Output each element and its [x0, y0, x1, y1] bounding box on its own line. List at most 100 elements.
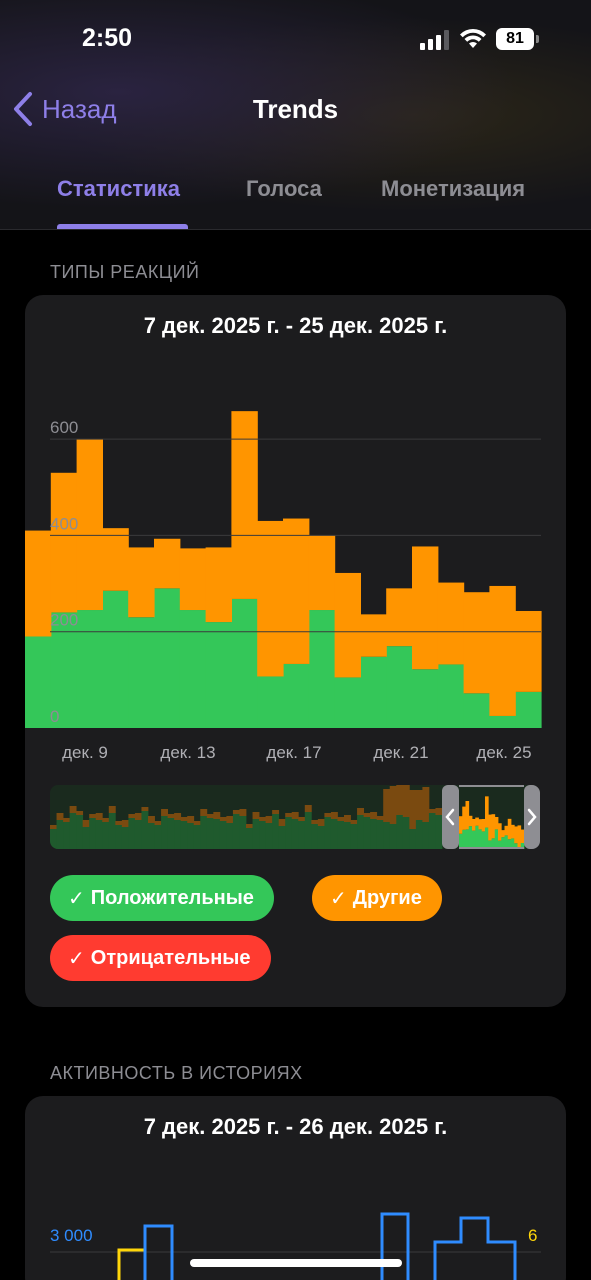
overview-bar-positive — [311, 824, 319, 849]
overview-bar-positive — [161, 816, 168, 849]
overview-bar-positive — [154, 825, 162, 849]
home-indicator — [190, 1259, 402, 1267]
bar-segment-positive — [25, 636, 52, 728]
overview-bar-other — [148, 816, 155, 823]
overview-bar-positive — [370, 819, 378, 849]
bar-segment-other — [76, 439, 103, 611]
tab-monetization[interactable]: Монетизация — [381, 176, 526, 201]
bar-segment-positive — [515, 691, 542, 728]
bar-segment-positive — [489, 715, 516, 728]
overview-bar-other — [337, 817, 345, 821]
bar-segment-positive — [179, 610, 207, 728]
overview-bar-other — [95, 813, 103, 820]
overview-selected-positive — [501, 837, 505, 849]
bar-segment-positive — [437, 664, 465, 728]
tab-statistics[interactable]: Статистика — [57, 176, 180, 201]
overview-bar-positive — [213, 819, 221, 849]
overview-selected-other — [514, 826, 518, 844]
stories-chart — [50, 1212, 541, 1280]
overview-bar-other — [226, 816, 234, 823]
filter-positive[interactable]: ✓ Положительные — [50, 875, 274, 921]
bar-segment-other — [257, 520, 284, 677]
overview-bar-positive — [226, 823, 234, 849]
overview-selected-other — [517, 825, 522, 847]
x-tick-label: дек. 13 — [160, 743, 215, 762]
y-tick-label: 200 — [50, 611, 78, 630]
bar-segment-other — [128, 547, 155, 618]
active-tab-indicator — [57, 224, 188, 229]
section-title-reactions: ТИПЫ РЕАКЦИЙ — [50, 262, 200, 282]
tab-votes[interactable]: Голоса — [246, 176, 322, 201]
overview-bar-positive — [285, 817, 293, 849]
overview-bar-other — [324, 813, 332, 817]
overview-selected-other — [520, 829, 525, 843]
overview-bar-other — [76, 811, 84, 815]
overview-bar-other — [357, 808, 364, 815]
overview-bar-other — [278, 819, 286, 826]
bar-segment-other — [179, 548, 207, 611]
back-button[interactable]: Назад — [12, 90, 117, 128]
overview-bar-positive — [148, 823, 155, 849]
overview-bar-other — [141, 807, 149, 811]
bar-segment-positive — [386, 646, 413, 728]
bar-segment-positive — [102, 590, 129, 728]
overview-selected-positive — [475, 825, 479, 849]
overview-selected-other — [504, 825, 509, 836]
x-tick-label: дек. 17 — [266, 743, 321, 762]
overview-bar-positive — [134, 820, 142, 849]
range-frame-top — [459, 785, 524, 787]
overview-bar-positive — [357, 815, 364, 849]
overview-bar-positive — [200, 816, 208, 849]
chevron-left-icon — [14, 92, 32, 126]
status-time: 2:50 — [82, 24, 133, 52]
bar-segment-other — [154, 538, 181, 589]
checkmark-icon: ✓ — [330, 887, 347, 910]
overview-bar-positive — [180, 821, 188, 849]
range-selector[interactable] — [50, 785, 540, 849]
overview-bar-other — [108, 806, 116, 813]
overview-selected-positive — [485, 827, 489, 849]
bar-segment-positive — [76, 610, 103, 728]
y-tick-label: 400 — [50, 514, 78, 533]
overview-selected-positive — [478, 829, 483, 849]
stories-series-interactions — [143, 1212, 517, 1280]
x-tick-label: дек. 9 — [62, 743, 108, 762]
filter-negative-label: Отрицательные — [90, 946, 251, 969]
overview-bar-other — [389, 786, 397, 824]
filter-negative[interactable]: ✓ Отрицательные — [50, 935, 271, 981]
overview-bar-other — [213, 812, 221, 819]
overview-bar-positive — [383, 822, 391, 849]
checkmark-icon: ✓ — [68, 947, 85, 970]
overview-bar-positive — [363, 817, 371, 849]
overview-bar-other — [376, 816, 384, 820]
overview-bar-other — [304, 805, 312, 812]
wifi-icon — [460, 28, 486, 48]
bar-segment-other — [283, 518, 310, 664]
filter-positive-label: Положительные — [90, 886, 254, 909]
bar-segment-positive — [257, 676, 284, 728]
overview-bar-positive — [76, 815, 84, 849]
bar-segment-other — [489, 585, 516, 716]
bar-segment-other — [205, 547, 232, 623]
page-title: Trends — [252, 94, 339, 124]
overview-bar-other — [102, 818, 110, 822]
y-tick-label: 0 — [50, 707, 59, 726]
overview-bar-other — [422, 787, 430, 822]
reactions-chart[interactable]: 0 200 400 600 дек. 9 дек. 13 дек. 17 дек. 21 дек… — [25, 295, 566, 775]
bar-segment-positive — [308, 610, 336, 728]
overview-bar-other — [89, 814, 97, 818]
overview-bar-other — [272, 810, 280, 814]
overview-bar-other — [246, 824, 253, 828]
tab-bar: Статистика Голоса Монетизация — [0, 176, 591, 230]
overview-bar-other — [298, 817, 306, 821]
range-handle-left — [442, 785, 459, 849]
overview-bar-other — [128, 814, 136, 818]
bar-segment-other — [231, 411, 258, 599]
overview-bar-positive — [187, 823, 195, 849]
overview-bar-positive — [298, 821, 306, 849]
overview-bar-other — [252, 812, 260, 819]
overview-selected-other — [459, 816, 463, 834]
filter-other[interactable]: ✓ Другие — [312, 875, 442, 921]
overview-bar-other — [187, 816, 195, 823]
overview-bar-other — [317, 819, 325, 826]
